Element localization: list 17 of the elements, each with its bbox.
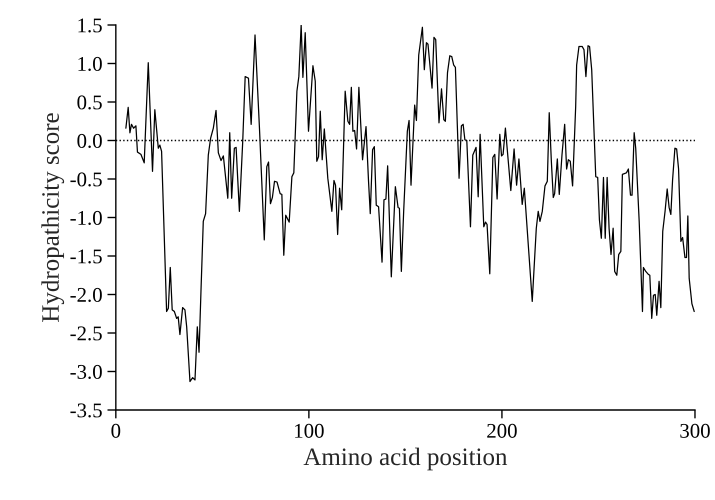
y-tick-label: 0.5 (77, 95, 102, 110)
x-tick-label: 100 (295, 424, 324, 438)
y-tick-label: -2.5 (70, 326, 102, 341)
x-tick-label: 200 (487, 424, 517, 438)
y-tick-label: -0.5 (70, 172, 102, 187)
y-tick-label: -3.0 (70, 364, 102, 380)
y-tick-label: 0.0 (77, 134, 102, 148)
y-axis-title: Hydropathicity score (41, 113, 64, 322)
x-tick-label: 300 (680, 424, 710, 438)
y-tick-label: -2.0 (70, 288, 102, 302)
y-tick-label: -1.5 (70, 249, 102, 264)
y-tick-label: 1.0 (78, 56, 102, 72)
y-tick-label: 1.5 (78, 18, 102, 33)
x-tick-label: 0 (111, 424, 120, 438)
y-tick-label: -3.5 (70, 403, 102, 418)
x-axis-title: Amino acid position (304, 448, 508, 470)
y-tick-label: -1.0 (70, 210, 102, 226)
